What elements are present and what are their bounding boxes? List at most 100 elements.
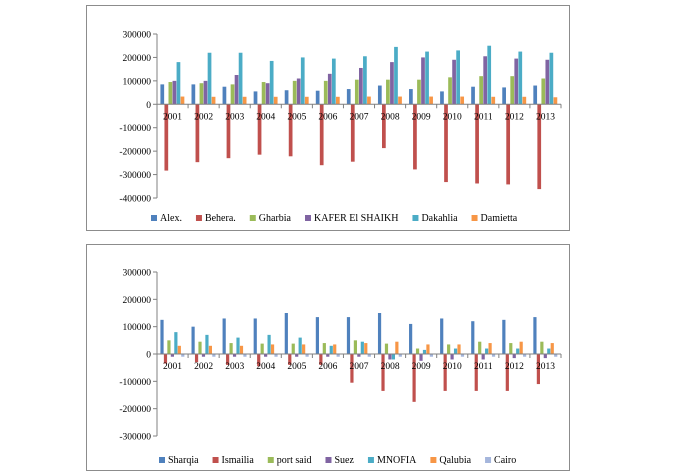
legend-swatch [305, 215, 311, 221]
bar [553, 97, 558, 105]
bar [384, 343, 389, 354]
bar [167, 340, 171, 354]
bar [288, 354, 292, 365]
bar [226, 354, 230, 365]
bar [172, 80, 177, 105]
x-tick-label: 2010 [443, 362, 462, 372]
bar [170, 354, 174, 357]
bar [549, 52, 554, 105]
bar [305, 354, 309, 357]
bar [440, 91, 444, 105]
x-tick-label: 2002 [194, 362, 213, 372]
bar [518, 51, 523, 105]
bar [222, 86, 227, 105]
bar [533, 317, 537, 354]
bar [413, 104, 417, 170]
x-tick-label: 2011 [474, 362, 493, 372]
bar [257, 104, 262, 155]
bar [267, 334, 271, 354]
bar [327, 73, 332, 105]
bar [367, 354, 371, 357]
bar [394, 46, 398, 105]
bar-chart-top: 300000 200000 100000 0 -100000 -200000 -300000… [119, 31, 562, 224]
legend-label: Ismailia [222, 455, 255, 466]
legend-label: port said [277, 455, 312, 466]
x-tick-label: 2013 [536, 362, 555, 372]
bar [238, 52, 243, 105]
bar [502, 319, 506, 354]
bar [336, 354, 340, 357]
bar [377, 85, 382, 105]
bar [509, 343, 513, 354]
bar [336, 96, 340, 105]
bar [429, 354, 433, 357]
x-tick-label: 2003 [225, 362, 244, 372]
bar [288, 104, 293, 157]
bar [199, 83, 204, 105]
bar [208, 345, 212, 354]
bar [177, 345, 181, 354]
bar [212, 354, 216, 357]
bar [243, 354, 247, 357]
bar [300, 57, 305, 105]
bar [478, 341, 482, 354]
bar [284, 313, 288, 354]
legend-swatch [267, 457, 274, 463]
x-tick-label: 2009 [412, 362, 431, 372]
bar [296, 78, 301, 105]
legend-label: Cairo [494, 455, 516, 466]
bar [346, 317, 351, 354]
legend-swatch [412, 215, 419, 221]
bar [191, 84, 196, 105]
bar [331, 58, 336, 105]
bar [491, 354, 496, 357]
x-tick-label: 2012 [505, 112, 524, 122]
legend-label: Behera. [205, 213, 236, 224]
chart-panel-bottom: 300000 200000 100000 0 -100000 -200000 -300000… [86, 244, 570, 471]
bar [429, 96, 433, 105]
bar [207, 52, 212, 105]
bar [471, 321, 475, 354]
bar [253, 91, 258, 105]
legend-label: Alex. [160, 213, 182, 224]
bar [264, 354, 268, 357]
bar [510, 76, 515, 105]
bar [302, 344, 306, 354]
bar [440, 318, 444, 354]
bar [291, 343, 295, 354]
bar [540, 341, 544, 354]
bar [523, 354, 527, 357]
bar [545, 59, 550, 105]
x-tick-label: 2007 [350, 362, 369, 372]
bar [359, 67, 363, 105]
bar-chart-bottom: 300000 200000 100000 0 -100000 -200000 -300000… [119, 269, 562, 466]
bar [479, 76, 483, 105]
bar [315, 90, 320, 105]
bar [516, 348, 520, 354]
bar [390, 62, 394, 105]
x-tick-label: 2013 [536, 112, 555, 122]
bar [211, 96, 216, 105]
bar [194, 354, 199, 363]
bar [488, 343, 492, 354]
bar [315, 317, 319, 354]
bar [456, 50, 460, 105]
x-tick-label: 2004 [256, 112, 275, 122]
bar [425, 51, 429, 105]
bar [353, 340, 357, 354]
x-tick-label: 2001 [163, 362, 182, 372]
y-tick-label: -200000 [119, 148, 151, 158]
bar [295, 354, 299, 357]
bar [229, 343, 233, 354]
bar [444, 104, 448, 183]
bar [398, 354, 402, 357]
legend-swatch [159, 457, 165, 463]
bar [319, 104, 324, 166]
bar [487, 45, 492, 105]
bar [502, 87, 506, 105]
bar [164, 104, 169, 171]
bar [222, 318, 226, 354]
bar [412, 354, 416, 402]
bar [284, 90, 289, 105]
bar [364, 343, 368, 354]
